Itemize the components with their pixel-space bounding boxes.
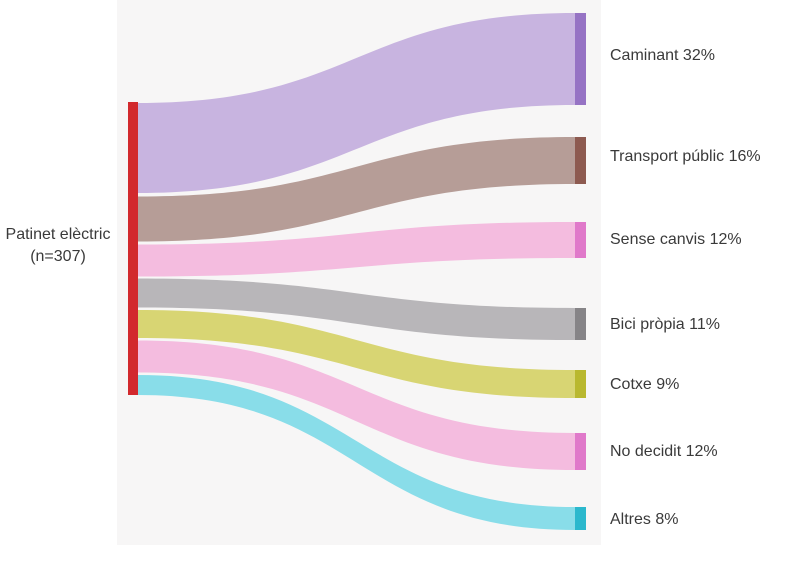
target-label-altres: Altres 8%	[610, 511, 679, 528]
source-node-label-line2: (n=307)	[30, 248, 86, 265]
sankey-flow-3	[138, 278, 575, 340]
sankey-flow-2	[138, 222, 575, 277]
sankey-target-node-5	[575, 433, 586, 470]
sankey-target-node-2	[575, 222, 586, 258]
target-label-bici-propia: Bici pròpia 11%	[610, 316, 720, 333]
target-label-transport-public: Transport públic 16%	[610, 148, 761, 165]
source-node-label: Patinet elèctric (n=307)	[0, 224, 116, 268]
sankey-target-node-6	[575, 507, 586, 530]
target-label-caminant: Caminant 32%	[610, 47, 715, 64]
sankey-source-node	[128, 102, 138, 395]
sankey-target-node-3	[575, 308, 586, 340]
sankey-flow-4	[138, 310, 575, 398]
source-node-label-line1: Patinet elèctric	[5, 226, 111, 243]
target-label-cotxe: Cotxe 9%	[610, 376, 680, 393]
target-label-no-decidit: No decidit 12%	[610, 443, 718, 460]
sankey-target-node-4	[575, 370, 586, 398]
sankey-flow-0	[138, 13, 575, 193]
sankey-target-node-1	[575, 137, 586, 184]
sankey-flow-1	[138, 137, 575, 242]
sankey-flow-5	[138, 340, 575, 470]
sankey-target-node-0	[575, 13, 586, 105]
sankey-flow-6	[138, 375, 575, 530]
target-label-sense-canvis: Sense canvis 12%	[610, 231, 742, 248]
